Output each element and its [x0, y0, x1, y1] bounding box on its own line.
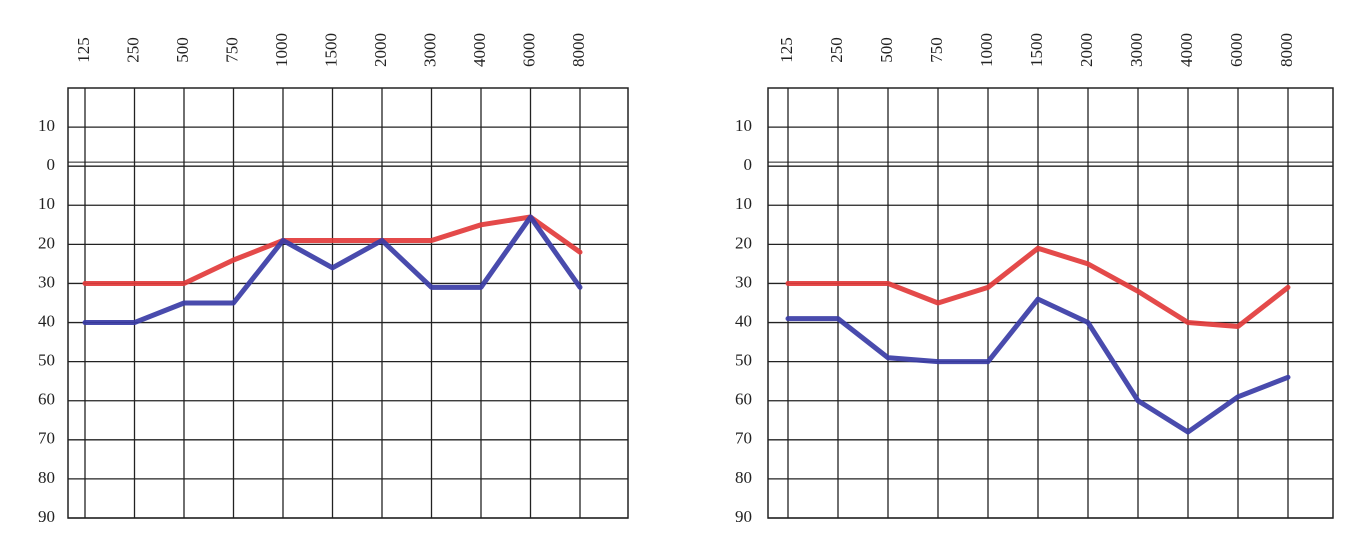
y-tick-label: 20	[735, 233, 752, 252]
x-tick-label: 500	[173, 37, 192, 63]
y-tick-label: 10	[38, 116, 55, 135]
x-tick-label: 1500	[321, 33, 340, 67]
series-line	[785, 296, 1291, 435]
y-tick-label: 70	[38, 429, 55, 448]
y-tick-label: 0	[47, 155, 56, 174]
y-tick-label: 10	[38, 194, 55, 213]
x-tick-label: 2000	[1077, 33, 1096, 67]
series-line	[82, 214, 583, 286]
x-tick-label: 1000	[977, 33, 996, 67]
plot-border	[67, 87, 629, 519]
y-tick-label: 40	[38, 311, 55, 330]
x-tick-label: 4000	[470, 33, 489, 67]
y-tick-label: 90	[735, 507, 752, 526]
x-tick-label: 6000	[519, 33, 538, 67]
x-tick-label: 1500	[1027, 33, 1046, 67]
y-tick-label: 80	[38, 468, 55, 487]
x-tick-label: 2000	[371, 33, 390, 67]
y-tick-label: 60	[735, 390, 752, 409]
y-tick-label: 80	[735, 468, 752, 487]
x-tick-label: 4000	[1177, 33, 1196, 67]
x-tick-label: 3000	[1127, 33, 1146, 67]
x-tick-label: 8000	[569, 33, 588, 67]
y-tick-label: 30	[38, 272, 55, 291]
y-tick-label: 60	[38, 390, 55, 409]
y-tick-label: 50	[735, 351, 752, 370]
y-tick-label: 10	[735, 194, 752, 213]
y-tick-label: 40	[735, 311, 752, 330]
y-tick-label: 10	[735, 116, 752, 135]
x-tick-label: 500	[877, 37, 896, 63]
y-tick-label: 0	[744, 155, 753, 174]
y-tick-label: 50	[38, 351, 55, 370]
x-tick-label: 125	[777, 37, 796, 63]
y-tick-label: 90	[38, 507, 55, 526]
x-tick-label: 250	[123, 37, 142, 63]
x-tick-label: 750	[927, 37, 946, 63]
x-tick-label: 125	[74, 37, 93, 63]
y-tick-label: 70	[735, 429, 752, 448]
y-tick-label: 20	[38, 233, 55, 252]
series-line	[785, 245, 1291, 329]
y-tick-label: 30	[735, 272, 752, 291]
x-tick-label: 1000	[272, 33, 291, 67]
series-line	[82, 214, 583, 326]
x-tick-label: 250	[827, 37, 846, 63]
x-tick-label: 8000	[1277, 33, 1296, 67]
x-tick-label: 750	[222, 37, 241, 63]
x-tick-label: 6000	[1227, 33, 1246, 67]
x-tick-label: 3000	[420, 33, 439, 67]
